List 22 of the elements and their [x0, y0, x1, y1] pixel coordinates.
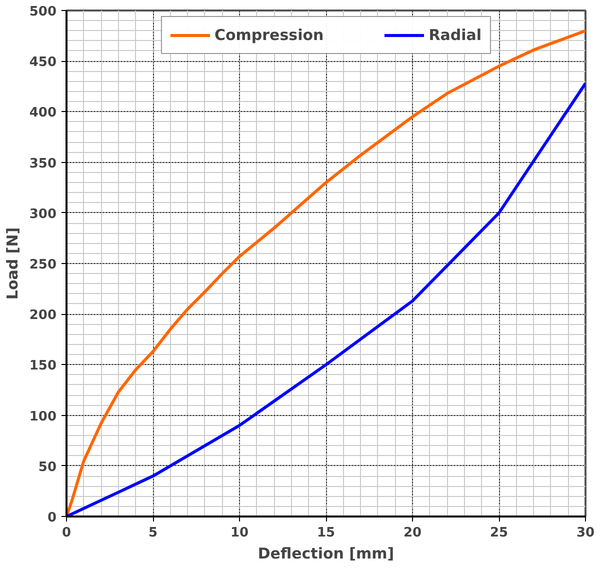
y-tick-label: 450 [29, 55, 57, 70]
y-tick-label: 50 [38, 460, 57, 475]
x-tick-label: 10 [230, 526, 249, 540]
y-tick-label: 500 [29, 4, 57, 20]
x-tick-label: 30 [576, 526, 595, 540]
y-tick-label: 250 [29, 258, 57, 272]
y-tick-label: 0 [47, 510, 56, 526]
y-tick-label: 350 [29, 156, 57, 172]
x-tick-label: 5 [148, 526, 158, 540]
x-tick-label: 20 [403, 526, 422, 540]
y-tick-label: 300 [29, 206, 57, 222]
x-tick-label: 0 [62, 526, 72, 540]
x-axis-title: Deflection [mm] [258, 544, 394, 562]
y-tick-label: 150 [29, 358, 57, 374]
y-tick-label: 400 [29, 106, 57, 121]
y-tick-label: 200 [29, 308, 57, 324]
legend-label: Compression [214, 26, 324, 44]
x-tick-label: 25 [490, 526, 508, 540]
x-tick-label: 15 [316, 526, 336, 540]
y-axis-title: Load [N] [3, 227, 22, 300]
y-tick-label: 100 [29, 409, 57, 424]
legend-label: Radial [428, 26, 482, 44]
